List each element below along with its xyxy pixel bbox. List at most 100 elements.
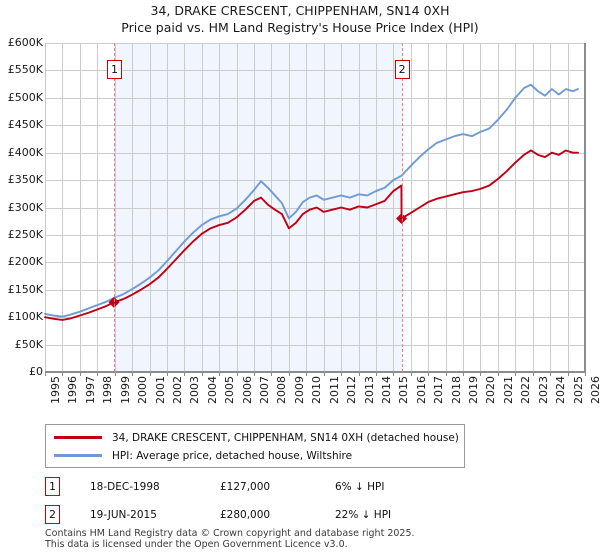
y-axis-tick-label: £500K <box>7 90 43 104</box>
x-axis-tick-mark <box>115 372 116 376</box>
gridline-vertical <box>550 43 551 372</box>
footer-line-2: This data is licensed under the Open Gov… <box>45 539 348 550</box>
x-axis-tick-mark <box>585 372 586 376</box>
gridline-vertical <box>167 43 168 372</box>
series-line-property <box>44 149 579 321</box>
x-axis-tick-mark <box>184 372 185 376</box>
legend-item-hpi: HPI: Average price, detached house, Wilt… <box>54 445 458 467</box>
gridline-vertical <box>324 43 325 372</box>
gridline-vertical <box>428 43 429 372</box>
gridline-vertical <box>306 43 307 372</box>
legend-swatch-property <box>54 436 102 439</box>
gridline-horizontal <box>45 153 585 154</box>
x-axis-tick-mark <box>533 372 534 376</box>
chart-title-line-2: Price paid vs. HM Land Registry's House … <box>121 20 479 35</box>
y-axis-tick-label: £450K <box>7 118 43 132</box>
sale-event-badge[interactable]: 1 <box>106 60 122 79</box>
gridline-vertical <box>376 43 377 372</box>
gridline-vertical <box>219 43 220 372</box>
gridline-vertical <box>80 43 81 372</box>
gridline-vertical <box>97 43 98 372</box>
transaction-price: £127,000 <box>220 481 271 493</box>
chart-title-line-1: 34, DRAKE CRESCENT, CHIPPENHAM, SN14 0XH <box>150 3 450 18</box>
gridline-horizontal <box>45 235 585 236</box>
y-axis-tick-label: £0 <box>29 365 43 378</box>
transaction-badge: 2 <box>45 505 60 524</box>
gridline-vertical <box>411 43 412 372</box>
gridline-vertical <box>115 43 116 372</box>
gridline-vertical <box>289 43 290 372</box>
x-axis-tick-mark <box>550 372 551 376</box>
x-axis-tick-mark <box>341 372 342 376</box>
x-axis-tick-mark <box>254 372 255 376</box>
x-axis-tick-mark <box>568 372 569 376</box>
x-axis-tick-mark <box>515 372 516 376</box>
gridline-horizontal <box>45 345 585 346</box>
gridline-vertical <box>533 43 534 372</box>
legend: 34, DRAKE CRESCENT, CHIPPENHAM, SN14 0XH… <box>45 424 465 468</box>
transaction-price: £280,000 <box>220 509 271 521</box>
x-axis-tick-mark <box>97 372 98 376</box>
gridline-vertical <box>480 43 481 372</box>
transaction-hpi-delta: 22% ↓ HPI <box>335 509 392 521</box>
x-axis-tick-mark <box>463 372 464 376</box>
gridline-horizontal <box>45 290 585 291</box>
x-axis-tick-mark <box>411 372 412 376</box>
gridline-vertical <box>585 43 586 372</box>
x-axis-tick-mark <box>80 372 81 376</box>
gridline-horizontal <box>45 98 585 99</box>
gridline-vertical <box>359 43 360 372</box>
gridline-horizontal <box>45 180 585 181</box>
legend-item-property: 34, DRAKE CRESCENT, CHIPPENHAM, SN14 0XH… <box>54 427 459 449</box>
y-axis-tick-label: £600K <box>7 36 43 49</box>
gridline-vertical <box>515 43 516 372</box>
x-axis-tick-mark <box>480 372 481 376</box>
y-axis-tick-label: £350K <box>7 173 43 187</box>
y-axis-tick-label: £50K <box>14 337 43 351</box>
x-axis-tick-mark <box>498 372 499 376</box>
x-axis-tick-mark <box>237 372 238 376</box>
x-axis-tick-mark <box>45 372 46 376</box>
x-axis-tick-mark <box>167 372 168 376</box>
x-axis-tick-mark <box>359 372 360 376</box>
x-axis-tick-mark <box>202 372 203 376</box>
gridline-vertical <box>463 43 464 372</box>
transaction-date: 19-JUN-2015 <box>90 509 157 521</box>
gridline-horizontal <box>45 43 585 44</box>
y-axis-tick-label: £150K <box>7 282 43 296</box>
x-axis-tick-mark <box>62 372 63 376</box>
x-axis-tick-mark <box>132 372 133 376</box>
legend-label-property: 34, DRAKE CRESCENT, CHIPPENHAM, SN14 0XH… <box>112 432 459 444</box>
x-axis-tick-mark <box>376 372 377 376</box>
y-axis-tick-label: £300K <box>7 200 43 214</box>
gridline-horizontal <box>45 372 585 373</box>
x-axis-tick-mark <box>324 372 325 376</box>
gridline-horizontal <box>45 70 585 71</box>
gridline-vertical <box>498 43 499 372</box>
chart-title: 34, DRAKE CRESCENT, CHIPPENHAM, SN14 0XH… <box>0 2 600 36</box>
gridline-vertical <box>254 43 255 372</box>
transaction-date: 18-DEC-1998 <box>90 481 160 493</box>
footer-line-1: Contains HM Land Registry data © Crown c… <box>45 528 415 539</box>
y-axis: £0 £50K £100K £150K £200K £250K £300K £350K £400… <box>0 0 43 560</box>
gridline-horizontal <box>45 317 585 318</box>
legend-swatch-hpi <box>54 454 102 457</box>
x-axis-tick-mark <box>393 372 394 376</box>
footer-attribution: Contains HM Land Registry data © Crown c… <box>45 528 585 550</box>
gridline-vertical <box>184 43 185 372</box>
x-axis-tick-mark <box>428 372 429 376</box>
plot-axis-bottom <box>45 371 585 373</box>
y-axis-tick-label: £200K <box>7 255 43 269</box>
gridline-vertical <box>202 43 203 372</box>
transaction-badge: 1 <box>45 477 60 496</box>
x-axis-tick-mark <box>289 372 290 376</box>
gridline-horizontal <box>45 262 585 263</box>
y-axis-tick-label: £550K <box>7 63 43 77</box>
x-axis-tick-mark <box>271 372 272 376</box>
sale-event-badge[interactable]: 2 <box>394 60 410 79</box>
transaction-hpi-delta: 6% ↓ HPI <box>335 481 385 493</box>
gridline-vertical <box>568 43 569 372</box>
x-axis-tick-mark <box>150 372 151 376</box>
